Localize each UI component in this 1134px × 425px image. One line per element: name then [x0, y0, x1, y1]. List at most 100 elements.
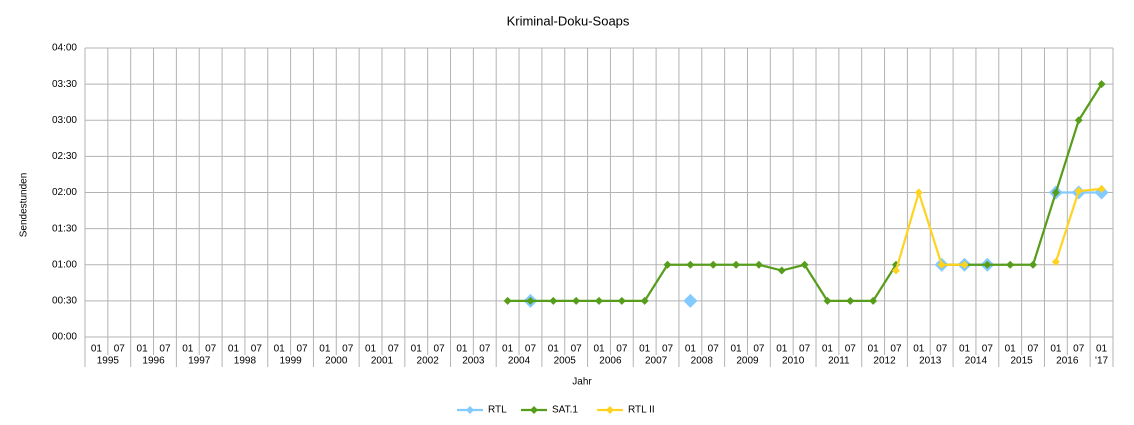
x-group-label: 2001	[371, 356, 394, 367]
data-point	[709, 260, 718, 269]
data-point	[777, 266, 786, 275]
x-tick-label: 07	[662, 344, 674, 355]
data-point	[800, 260, 809, 269]
data-point	[526, 296, 535, 305]
x-group-label: 2005	[554, 356, 577, 367]
y-tick-label: 03:30	[52, 79, 77, 90]
x-group-label: 2009	[736, 356, 759, 367]
data-point	[846, 296, 855, 305]
data-point	[1051, 257, 1060, 266]
data-point	[617, 296, 626, 305]
x-tick-label: 07	[114, 344, 126, 355]
data-point	[1097, 184, 1106, 193]
x-group-label: 2013	[919, 356, 942, 367]
x-group-label: 1996	[142, 356, 165, 367]
x-group-label: 2015	[1010, 356, 1033, 367]
x-tick-label: 01	[1096, 344, 1108, 355]
x-tick-label: 07	[388, 344, 400, 355]
x-tick-label: 01	[731, 344, 743, 355]
x-tick-label: 01	[182, 344, 194, 355]
x-group-label: 2011	[828, 356, 850, 367]
x-tick-label: 07	[799, 344, 811, 355]
x-group-label: 2010	[782, 356, 805, 367]
x-group-label: 2016	[1056, 356, 1079, 367]
x-tick-label: 07	[982, 344, 994, 355]
x-group-label: 2003	[462, 356, 485, 367]
x-group-label: 2006	[599, 356, 622, 367]
y-tick-label: 01:00	[52, 259, 77, 270]
chart-title: Kriminal-Doku-Soaps	[507, 13, 630, 28]
data-point	[960, 260, 969, 269]
y-tick-label: 04:00	[52, 43, 77, 54]
x-group-label: 1998	[234, 356, 257, 367]
x-tick-label: 01	[1005, 344, 1017, 355]
y-tick-label: 03:00	[52, 115, 77, 126]
data-point	[869, 296, 878, 305]
x-tick-label: 07	[525, 344, 537, 355]
x-tick-label: 01	[548, 344, 560, 355]
data-point	[663, 260, 672, 269]
legend-label: RTL II	[628, 405, 655, 416]
data-point	[1097, 80, 1106, 89]
data-point	[595, 296, 603, 305]
x-tick-label: 07	[1027, 344, 1039, 355]
y-tick-label: 02:30	[52, 151, 77, 162]
data-point	[914, 188, 923, 197]
x-tick-label: 07	[1073, 344, 1085, 355]
legend-label: SAT.1	[552, 405, 578, 416]
x-tick-label: 01	[137, 344, 149, 355]
x-tick-label: 07	[205, 344, 217, 355]
legend-marker	[466, 406, 474, 414]
x-group-label: 1995	[97, 356, 120, 367]
data-point	[503, 296, 512, 305]
legend-marker	[606, 406, 614, 414]
x-tick-label: 07	[296, 344, 308, 355]
data-point	[1074, 187, 1083, 196]
data-point	[754, 260, 763, 269]
x-tick-label: 01	[959, 344, 971, 355]
x-tick-label: 01	[502, 344, 514, 355]
x-tick-label: 01	[1050, 344, 1062, 355]
x-tick-label: 01	[411, 344, 423, 355]
x-tick-label: 07	[616, 344, 628, 355]
y-axis-title: Sendestunden	[19, 173, 30, 238]
data-point	[572, 296, 581, 305]
legend-marker	[530, 406, 538, 414]
y-tick-label: 02:00	[52, 187, 77, 198]
x-tick-label: 07	[159, 344, 171, 355]
x-group-label: 2000	[325, 356, 348, 367]
x-group-label: 1997	[188, 356, 211, 367]
x-tick-label: 07	[479, 344, 491, 355]
x-tick-label: 07	[890, 344, 902, 355]
x-tick-label: 07	[845, 344, 857, 355]
y-tick-label: 00:00	[52, 332, 77, 343]
data-point	[686, 260, 695, 269]
data-point	[983, 260, 992, 269]
x-tick-label: 07	[571, 344, 583, 355]
x-tick-label: 01	[319, 344, 331, 355]
data-point	[891, 266, 900, 275]
x-tick-label: 07	[753, 344, 765, 355]
x-tick-label: 01	[365, 344, 377, 355]
x-tick-label: 01	[91, 344, 103, 355]
data-point	[1074, 116, 1083, 125]
x-tick-label: 01	[913, 344, 925, 355]
x-group-label: 2008	[691, 356, 714, 367]
x-group-label: 2004	[508, 356, 531, 367]
x-tick-label: 07	[342, 344, 354, 355]
x-tick-label: 01	[456, 344, 468, 355]
x-tick-label: 07	[936, 344, 948, 355]
x-group-label: '17	[1095, 356, 1108, 367]
data-point	[640, 296, 649, 305]
data-point	[823, 296, 832, 305]
x-group-label: 2014	[965, 356, 988, 367]
x-tick-label: 01	[822, 344, 834, 355]
y-tick-label: 01:30	[52, 223, 77, 234]
x-tick-label: 01	[685, 344, 697, 355]
data-point	[1029, 260, 1038, 269]
data-point	[1051, 188, 1060, 197]
data-point	[549, 296, 558, 305]
x-tick-label: 07	[708, 344, 720, 355]
legend-label: RTL	[488, 405, 507, 416]
